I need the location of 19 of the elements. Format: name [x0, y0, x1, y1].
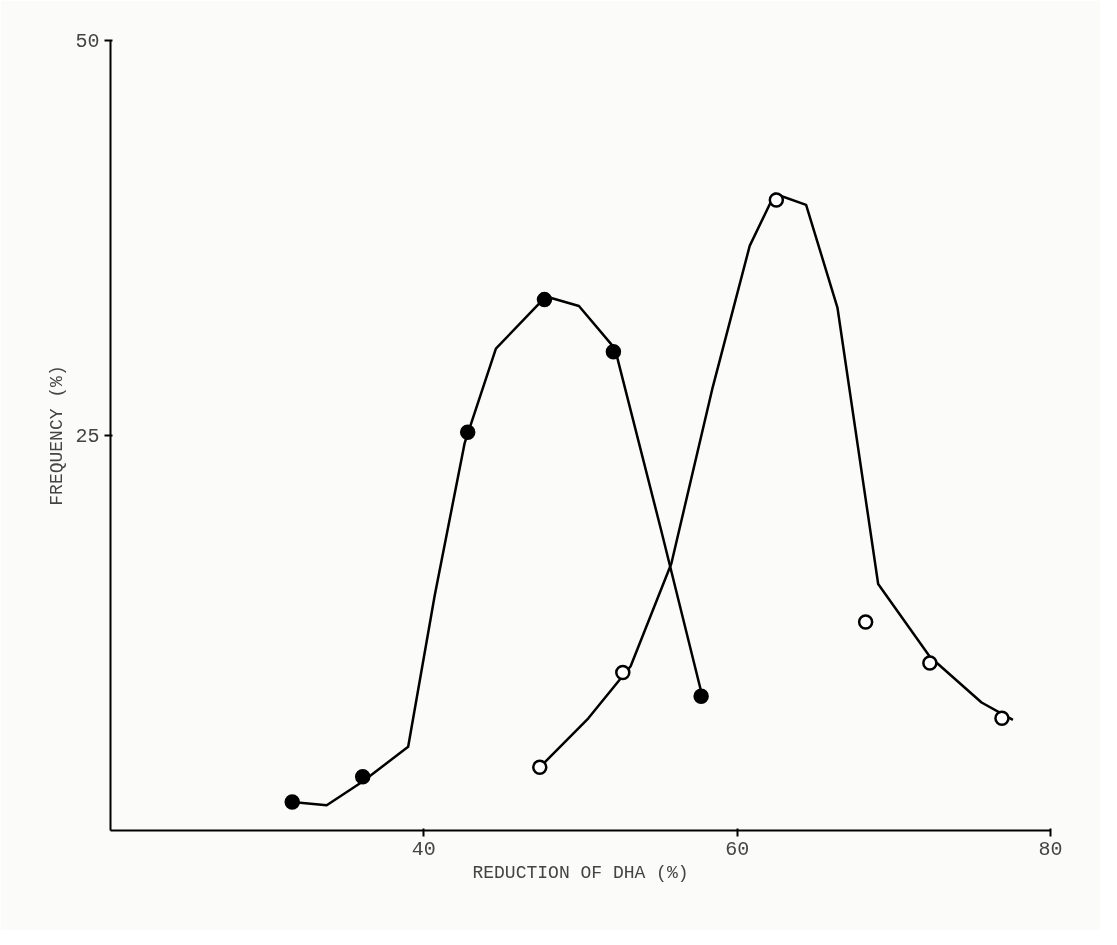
x-tick-label: 40: [411, 837, 436, 861]
y-tick-label: 50: [75, 30, 100, 53]
y-tick-label: 25: [75, 425, 100, 448]
point: [354, 769, 371, 785]
point: [615, 664, 631, 681]
point: [605, 344, 622, 360]
point: [459, 424, 476, 441]
point: [693, 688, 709, 704]
point: [284, 794, 300, 810]
point: [532, 759, 548, 776]
x-tick-label: 60: [725, 837, 750, 861]
point: [857, 614, 874, 630]
x-tick-label: 80: [1038, 837, 1063, 861]
point: [536, 291, 553, 308]
point: [922, 655, 938, 671]
point: [994, 710, 1010, 727]
y-axis-title: FREQUENCY (%): [47, 365, 68, 506]
point: [768, 192, 785, 208]
x-axis-title: REDUCTION OF DHA (%): [472, 862, 689, 883]
